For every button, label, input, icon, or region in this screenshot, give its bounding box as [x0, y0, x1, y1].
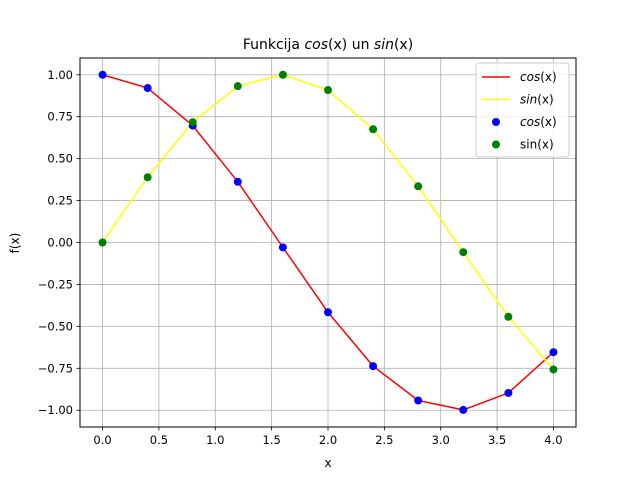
legend-box — [475, 62, 570, 158]
data-point-2 — [459, 405, 468, 414]
data-point-2 — [278, 243, 287, 252]
data-point-3 — [278, 70, 287, 79]
y-tick-label: 0.75 — [47, 110, 73, 124]
data-point-2 — [98, 70, 107, 79]
data-point-3 — [324, 86, 332, 95]
y-tick-label: 1.00 — [47, 68, 73, 82]
x-tick-label: 1.5 — [262, 433, 280, 447]
y-tick-label: 0.50 — [47, 152, 73, 166]
data-point-3 — [98, 238, 107, 247]
y-tick-label: −0.25 — [38, 277, 73, 291]
y-axis-label: f(x) — [8, 233, 22, 254]
x-tick-label: 2.0 — [319, 433, 337, 447]
x-tick-label: 4.0 — [544, 433, 562, 447]
data-point-2 — [369, 362, 378, 371]
legend-marker-2 — [492, 118, 500, 126]
data-point-2 — [233, 177, 242, 186]
legend-label-0: cos(x) — [520, 70, 557, 84]
legend-label-3: sin(x) — [520, 138, 554, 152]
legend: cos(x) sin(x) cos(x) sin(x) — [475, 62, 570, 158]
x-tick-label: 3.5 — [488, 433, 506, 447]
x-tick-label: 0.5 — [150, 433, 168, 447]
legend-marker-3 — [492, 140, 500, 149]
data-point-2 — [414, 396, 423, 405]
y-axis-ticks: 1.00 0.75 0.50 0.25 0.00 −0.25 −0.50 −0.75 −1.00 — [38, 68, 80, 417]
data-point-2 — [549, 348, 558, 357]
data-point-2 — [504, 388, 513, 397]
data-point-3 — [143, 173, 152, 182]
legend-label-2: cos(x) — [520, 115, 557, 129]
data-point-3 — [504, 312, 513, 321]
x-tick-label: 1.0 — [206, 433, 224, 447]
y-tick-label: −0.50 — [38, 319, 73, 333]
y-tick-label: 0.00 — [47, 236, 73, 250]
data-point-3 — [459, 248, 468, 257]
plot-area — [98, 70, 558, 414]
y-tick-label: 0.25 — [47, 194, 73, 208]
chart-title: Funkcija cos(x) un sin(x) — [243, 37, 413, 53]
data-point-2 — [143, 84, 152, 93]
data-point-3 — [549, 365, 558, 374]
x-tick-label: 3.0 — [432, 433, 450, 447]
y-tick-label: −1.00 — [38, 403, 73, 417]
data-point-3 — [414, 182, 423, 191]
legend-label-1: sin(x) — [520, 93, 554, 107]
y-tick-label: −0.75 — [38, 361, 73, 375]
x-axis-ticks: 0.0 0.5 1.0 1.5 2.0 2.5 3.0 3.5 4.0 — [93, 427, 563, 447]
x-axis-label: x — [324, 456, 331, 470]
data-point-3 — [188, 118, 197, 127]
data-point-3 — [369, 125, 378, 134]
data-point-3 — [233, 82, 242, 91]
x-tick-label: 0.0 — [93, 433, 111, 447]
data-point-2 — [324, 308, 332, 317]
x-tick-label: 2.5 — [375, 433, 393, 447]
